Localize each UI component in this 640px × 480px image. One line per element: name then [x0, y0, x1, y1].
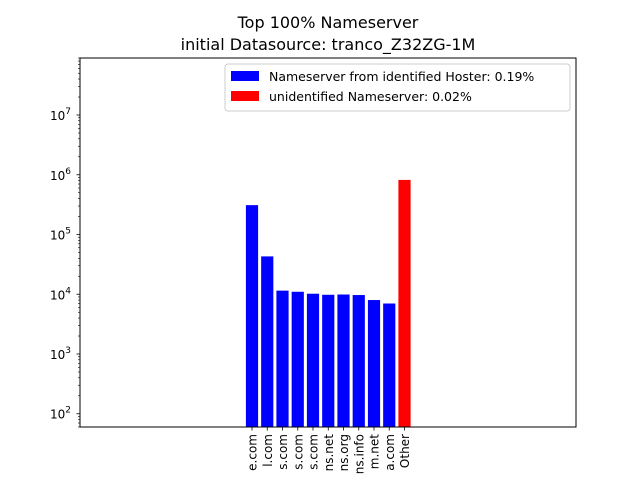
- y-tick-label: 104: [50, 286, 71, 302]
- y-tick-label: 102: [50, 406, 71, 422]
- y-tick-label: 106: [50, 167, 71, 183]
- x-tick-label: s.com: [276, 434, 290, 470]
- x-tick-label: Other: [398, 434, 412, 468]
- legend-label: Nameserver from identified Hoster: 0.19%: [269, 69, 534, 84]
- y-tick-label: 107: [50, 107, 71, 123]
- x-tick-label: e.com: [246, 434, 260, 471]
- x-tick-label: m.net: [368, 434, 382, 469]
- bar-0: [245, 205, 259, 427]
- chart-subtitle: initial Datasource: tranco_Z32ZG-1M: [181, 35, 476, 55]
- bar-9: [383, 303, 396, 427]
- y-tick-label: 105: [50, 227, 71, 243]
- legend: Nameserver from identified Hoster: 0.19%…: [224, 63, 571, 112]
- bar-4: [306, 293, 320, 427]
- bar-6: [337, 294, 350, 427]
- x-tick-label: s.com: [307, 434, 321, 470]
- x-tick-label: l.com: [261, 434, 275, 467]
- y-axis: 102 103 104 105 106 107: [50, 57, 80, 428]
- x-tick-label: ns.info: [352, 434, 366, 474]
- legend-swatch: [231, 91, 259, 101]
- bar-2: [276, 290, 289, 427]
- bar-10: [398, 179, 411, 427]
- legend-box: [224, 63, 571, 112]
- y-tick-label: 103: [50, 346, 71, 362]
- bar-8: [367, 300, 381, 427]
- x-tick-label: s.com: [291, 434, 305, 470]
- x-tick-label: a.com: [383, 434, 397, 471]
- chart-title: Top 100% Nameserver: [237, 13, 419, 32]
- bars-group: [245, 179, 411, 427]
- bar-5: [322, 294, 335, 427]
- bar-7: [352, 295, 365, 427]
- x-tick-label: ns.net: [322, 434, 336, 472]
- legend-label: unidentified Nameserver: 0.02%: [269, 89, 472, 104]
- bar-3: [291, 291, 304, 427]
- x-axis: e.com l.com s.com s.com s.com ns.net ns.org ns.…: [246, 427, 412, 474]
- x-tick-label: ns.org: [337, 434, 351, 471]
- legend-swatch: [231, 71, 259, 81]
- bar-1: [261, 256, 274, 427]
